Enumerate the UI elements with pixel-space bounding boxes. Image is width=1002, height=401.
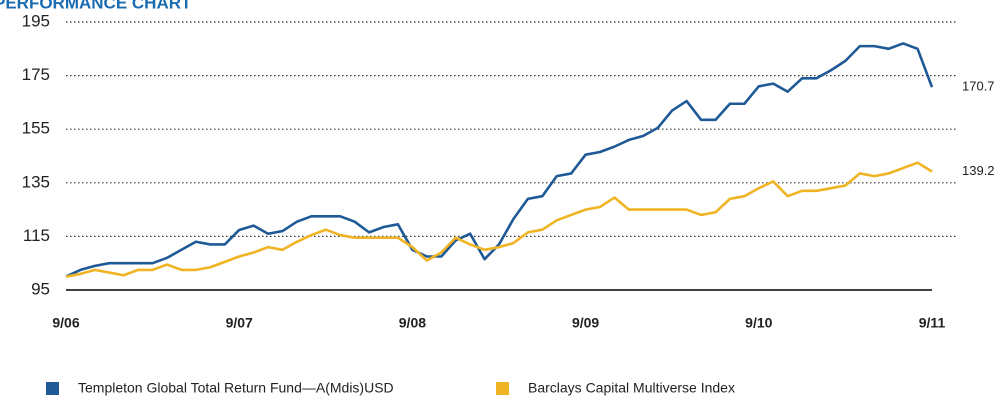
y-tick-label: 135 [22,172,50,191]
x-tick-label: 9/11 [919,315,946,331]
y-tick-label: 155 [22,119,50,138]
chart-title: PERFORMANCE CHART [0,0,192,12]
x-tick-label: 9/06 [52,315,79,331]
legend-label: Templeton Global Total Return Fund—A(Mdi… [78,380,394,396]
y-tick-label: 95 [31,279,50,298]
legend-swatch [496,382,509,395]
y-tick-label: 195 [22,11,50,30]
legend-label: Barclays Capital Multiverse Index [528,380,735,396]
legend-swatch [46,382,59,395]
end-label: 139.2 [962,163,995,178]
series-line [65,161,933,278]
x-tick-label: 9/07 [226,315,253,331]
x-tick-label: 9/10 [745,315,772,331]
end-label: 170.7 [962,79,995,94]
y-tick-label: 175 [22,65,50,84]
x-tick-label: 9/08 [399,315,426,331]
x-tick-label: 9/09 [572,315,599,331]
series-line [65,42,934,278]
y-tick-label: 115 [23,226,50,245]
